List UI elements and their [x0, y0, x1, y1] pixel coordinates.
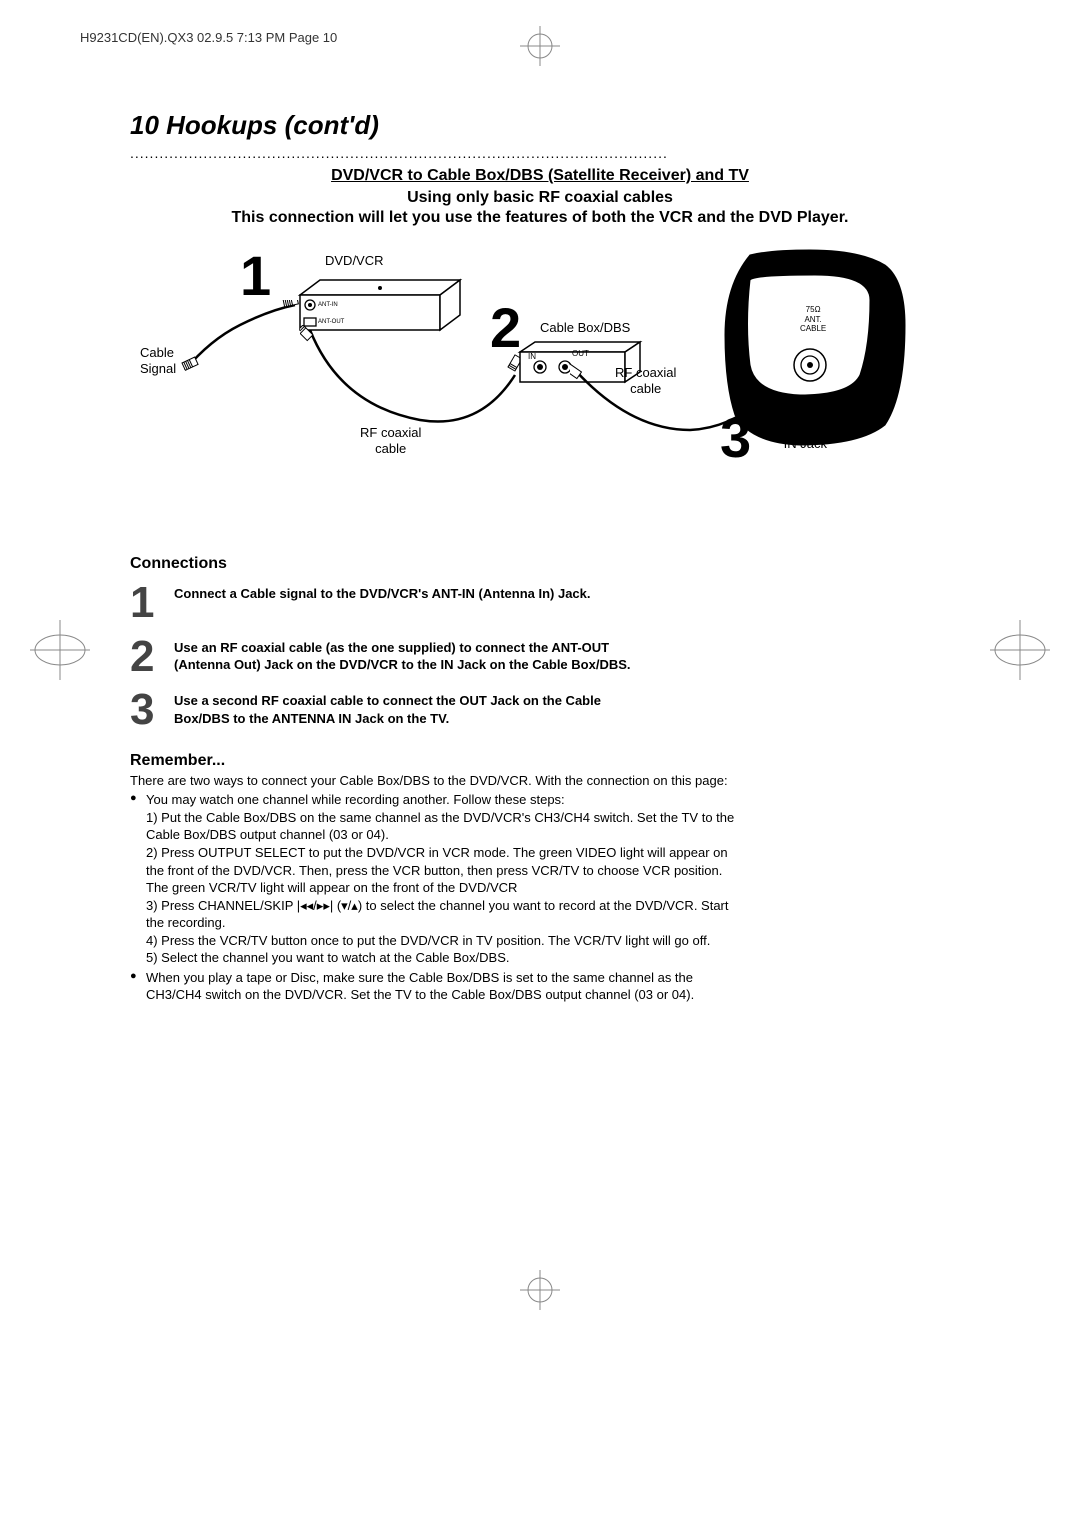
- tv-ant-label: TV's ANTENNA IN Jack: [760, 420, 851, 451]
- step-3: 3 Use a second RF coaxial cable to conne…: [130, 690, 950, 730]
- crop-mark-bottom: [520, 1270, 560, 1310]
- subtitle-line1: Using only basic RF coaxial cables: [130, 189, 950, 207]
- remember-b1-line4: 4) Press the VCR/TV button once to put t…: [130, 932, 740, 950]
- hookup-diagram: 1 2 3 DVD/VCR ANT-IN ANT-OUT Cable Signa…: [140, 245, 900, 525]
- crop-mark-left: [30, 620, 70, 660]
- cable-signal-label: Cable Signal: [140, 345, 176, 376]
- header-meta: H9231CD(EN).QX3 02.9.5 7:13 PM Page 10: [80, 30, 950, 45]
- coax-cable-2-icon: [300, 325, 530, 435]
- remember-body: There are two ways to connect your Cable…: [130, 772, 740, 1004]
- cablebox-label: Cable Box/DBS: [540, 320, 630, 336]
- step-3-text: Use a second RF coaxial cable to connect…: [174, 690, 644, 730]
- dvd-vcr-label: DVD/VCR: [325, 253, 384, 269]
- ant-in-label: ANT-IN: [318, 302, 338, 309]
- connections-heading: Connections: [130, 555, 950, 573]
- step-1: 1 Connect a Cable signal to the DVD/VCR'…: [130, 583, 950, 623]
- rf-coax-label-2: RF coaxial cable: [615, 365, 676, 396]
- page-title: 10 Hookups (cont'd): [130, 110, 950, 141]
- jack-75-label: 75Ω ANT. CABLE: [800, 305, 826, 334]
- in-jack-label: IN: [528, 352, 536, 362]
- page-content: H9231CD(EN).QX3 02.9.5 7:13 PM Page 10 1…: [130, 30, 950, 1004]
- step-1-num: 1: [130, 583, 174, 623]
- section-title: DVD/VCR to Cable Box/DBS (Satellite Rece…: [130, 167, 950, 185]
- rf-coax-label-1: RF coaxial cable: [360, 425, 421, 456]
- remember-heading: Remember...: [130, 752, 950, 770]
- crop-mark-right: [990, 620, 1030, 660]
- out-jack-label: OUT: [572, 349, 589, 359]
- step-1-text: Connect a Cable signal to the DVD/VCR's …: [174, 583, 591, 623]
- dotted-rule: ........................................…: [130, 145, 950, 161]
- remember-b1-line3: 3) Press CHANNEL/SKIP |◂◂/▸▸| (▾/▴) to s…: [130, 897, 740, 932]
- remember-bullet-2-lead: When you play a tape or Disc, make sure …: [146, 970, 694, 1003]
- coax-cable-1-icon: [180, 300, 300, 380]
- remember-bullet-2: When you play a tape or Disc, make sure …: [130, 969, 740, 1004]
- remember-intro: There are two ways to connect your Cable…: [130, 772, 740, 790]
- remember-b1-line2: 2) Press OUTPUT SELECT to put the DVD/VC…: [130, 844, 740, 897]
- step-3-num: 3: [130, 690, 174, 730]
- step-2-text: Use an RF coaxial cable (as the one supp…: [174, 637, 644, 677]
- step-2-num: 2: [130, 637, 174, 677]
- remember-bullet-1: You may watch one channel while recordin…: [130, 791, 740, 809]
- remember-b1-line5: 5) Select the channel you want to watch …: [130, 949, 740, 967]
- remember-bullet-1-lead: You may watch one channel while recordin…: [146, 792, 565, 807]
- subtitle-line2: This connection will let you use the fea…: [130, 209, 950, 227]
- step-2: 2 Use an RF coaxial cable (as the one su…: [130, 637, 950, 677]
- diagram-num-1: 1: [240, 243, 271, 308]
- remember-b1-line1: 1) Put the Cable Box/DBS on the same cha…: [130, 809, 740, 844]
